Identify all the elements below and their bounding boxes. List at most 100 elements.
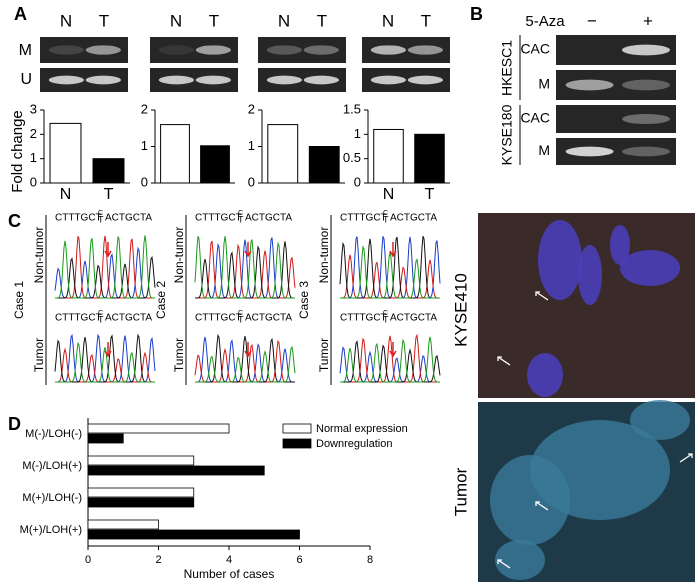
row-label: Tumor [317, 338, 331, 372]
gel-band [303, 75, 339, 85]
lane-label: T [209, 11, 219, 30]
y-tick-label: M(-)/LOH(+) [22, 460, 82, 472]
case-label: Case 3 [297, 281, 311, 319]
gel-band [622, 79, 670, 91]
row-label: Tumor [172, 338, 186, 372]
chromosome [610, 225, 630, 265]
x-tick-label: 6 [296, 554, 302, 566]
bar [92, 158, 125, 184]
y-tick-label: M(-)/LOH(-) [25, 428, 82, 440]
y-tick-label: 2 [141, 101, 148, 116]
chromatogram-trace [55, 341, 155, 383]
row-label: M [538, 142, 550, 158]
lane-label: N [60, 11, 72, 30]
lane-label: T [421, 11, 431, 30]
mutation-arrow [389, 242, 397, 258]
y-tick-label: 1.5 [343, 101, 361, 116]
panel-label: D [8, 414, 21, 434]
gel-band [266, 45, 302, 55]
sequence-base: T [98, 214, 104, 224]
bar [87, 455, 195, 466]
bar [87, 529, 300, 540]
sequence: ACTGCTA [105, 313, 152, 324]
y-tick-label: 0 [141, 174, 148, 189]
chromosome [527, 353, 563, 397]
nucleus [630, 400, 690, 440]
gel-band [195, 75, 231, 85]
chromatogram-trace [340, 336, 440, 383]
sequence-base: C [238, 310, 243, 317]
row-label: Tumor [32, 338, 46, 372]
micrograph [478, 213, 695, 398]
y-tick-label: 1 [248, 138, 255, 153]
chromatogram-trace [54, 333, 155, 383]
bar [414, 133, 445, 184]
sequence-base: C [98, 210, 103, 217]
nucleus [490, 455, 570, 545]
bar [87, 423, 230, 434]
y-tick-label: 0 [248, 174, 255, 189]
sequence: ACTGCTA [245, 213, 292, 224]
gel-band [565, 146, 614, 157]
sequence-base: C [383, 210, 388, 217]
case-label: Case 2 [154, 281, 168, 319]
gel-band [85, 75, 121, 85]
lane-label: − [587, 11, 597, 30]
y-tick-label: 1 [354, 126, 361, 141]
gel-band [158, 45, 194, 55]
bar [373, 128, 404, 184]
nucleus [495, 540, 545, 580]
row-label: KYSE410 [451, 273, 470, 347]
legend-swatch [282, 423, 312, 434]
chromatogram-trace [340, 236, 441, 299]
mutation-arrow [244, 342, 252, 358]
sequence: CTTTGCT [195, 213, 242, 224]
gel-band [622, 113, 670, 125]
sequence-base: T [98, 314, 104, 324]
bar [87, 497, 195, 508]
gel-band [622, 44, 670, 56]
sequence: CTTTGCT [195, 313, 242, 324]
x-axis-label: Number of cases [184, 567, 275, 581]
arrow [497, 559, 511, 569]
sequence-base: C [238, 210, 243, 217]
row-label: M [538, 76, 550, 92]
lane-label: T [99, 11, 109, 30]
y-axis-label: Fold change [9, 110, 26, 193]
panel-label: A [14, 4, 27, 24]
mutation-arrow [104, 342, 112, 358]
lane-label: N [278, 11, 290, 30]
x-tick-label: 0 [85, 554, 91, 566]
gel-band [48, 75, 84, 85]
chromatogram-trace [195, 241, 295, 299]
arrow [535, 291, 549, 301]
chromatogram-trace [195, 336, 295, 383]
chromosome [620, 250, 680, 286]
cell-line-label: KYSE180 [499, 104, 515, 165]
y-tick-label: 1 [30, 150, 37, 165]
chromosome [578, 245, 602, 305]
x-tick-label: N [60, 186, 72, 203]
bar [87, 433, 124, 444]
chromosome [538, 220, 582, 300]
bar [267, 124, 299, 184]
sequence-base: C [383, 310, 388, 317]
sequence: ACTGCTA [245, 313, 292, 324]
bar [160, 124, 190, 184]
x-tick-label: N [383, 186, 395, 203]
gel-band [407, 45, 443, 55]
x-tick-label: 4 [226, 554, 232, 566]
mutation-arrow [104, 242, 112, 258]
sequence: CTTTGCT [55, 313, 102, 324]
sequence-base: T [238, 214, 244, 224]
row-label: Non-tumor [172, 227, 186, 284]
bar [87, 465, 265, 476]
chromatogram-trace [195, 345, 296, 383]
cell-line-label: HKESC1 [499, 40, 515, 96]
lane-label: N [382, 11, 394, 30]
mutation-arrow [389, 342, 397, 358]
mutation-arrow [244, 242, 252, 258]
x-tick-label: 8 [367, 554, 373, 566]
arrow [497, 356, 511, 366]
gel-band [266, 75, 302, 85]
